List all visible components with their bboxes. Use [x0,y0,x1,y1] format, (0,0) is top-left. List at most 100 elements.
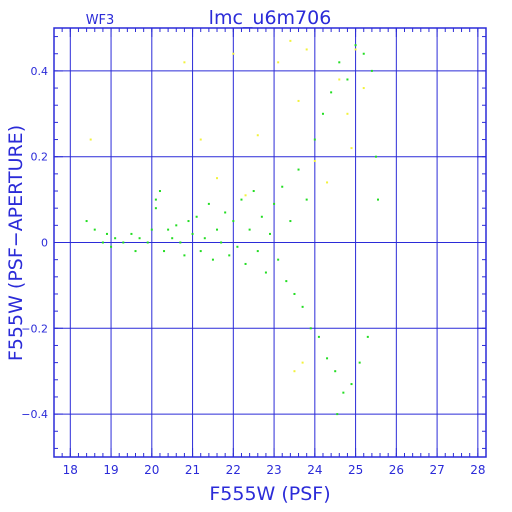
scatter-point [354,44,357,47]
scatter-point [285,280,288,283]
scatter-point [220,241,223,244]
chart-title: lmc_u6m706 [209,7,332,29]
x-tick-label: 24 [307,463,322,477]
scatter-point [293,370,296,373]
scatter-point [216,228,219,231]
scatter-point [199,250,202,253]
y-tick-label: 0.2 [31,151,49,164]
x-tick-label: 27 [429,463,444,477]
chart-subtitle: WF3 [86,13,115,28]
data-points [85,39,379,416]
scatter-point [330,91,333,94]
y-tick-label: 0.4 [31,65,49,78]
scatter-point [260,215,263,218]
scatter-point [313,159,316,162]
scatter-point [85,220,88,223]
tick-marks [53,28,487,457]
grid-lines [54,28,486,457]
scatter-point [150,228,153,231]
scatter-point [289,39,292,42]
scatter-point [101,241,104,244]
scatter-point [248,228,251,231]
scatter-point [305,198,308,201]
scatter-point [211,258,214,261]
scatter-point [134,250,137,253]
scatter-point [191,232,194,235]
y-axis-label: F555W (PSF−APERTURE) [5,125,27,361]
x-tick-label: 22 [226,463,241,477]
scatter-point [146,241,149,244]
scatter-point [138,237,141,240]
y-tick-label: 0 [41,237,48,250]
scatter-point [297,99,300,102]
scatter-point [342,391,345,394]
scatter-point [154,198,157,201]
scatter-point [114,237,117,240]
scatter-point [179,241,182,244]
x-tick-label: 23 [266,463,281,477]
x-tick-label: 20 [144,463,159,477]
scatter-point [377,198,379,201]
x-tick-label: 26 [389,463,404,477]
scatter-point [240,198,243,201]
scatter-point [338,61,341,64]
scatter-point [317,335,320,338]
scatter-point [236,245,239,248]
scatter-point [293,292,296,295]
scatter-point [175,224,178,227]
scatter-point [366,335,369,338]
scatter-point [269,232,271,235]
scatter-point [301,305,304,308]
scatter-point [346,78,349,81]
scatter-point [350,383,353,386]
y-tick-label: −0.4 [21,408,48,421]
scatter-point [163,250,166,253]
scatter-point [199,138,202,141]
scatter-point [277,258,280,261]
scatter-point [289,220,292,223]
scatter-point [321,112,324,115]
scatter-point [358,361,361,364]
scatter-point [89,138,92,141]
scatter-point [273,202,276,205]
scatter-point [362,52,365,55]
scatter-point [252,190,255,193]
scatter-point [232,52,235,55]
scatter-point [195,215,198,218]
scatter-point [187,220,190,223]
scatter-point [305,48,308,51]
scatter-point [346,112,349,115]
scatter-point [256,134,259,137]
scatter-point [326,181,329,184]
scatter-point [183,61,186,64]
scatter-point [154,207,157,210]
scatter-point [338,78,341,81]
scatter-point [309,327,312,330]
scatter-point [256,250,259,253]
scatter-point [216,177,219,180]
scatter-point [277,61,280,64]
scatter-point [228,254,231,257]
scatter-point [183,254,186,257]
scatter-point [158,190,161,193]
scatter-point [93,228,96,231]
scatter-point [374,155,377,158]
scatter-point [313,138,316,141]
scatter-point [244,262,247,265]
scatter-point [297,168,300,171]
scatter-point [122,241,125,244]
x-tick-label: 25 [348,463,363,477]
scatter-point [264,271,267,274]
x-axis-label: F555W (PSF) [209,483,330,505]
scatter-point [354,48,357,51]
scatter-point [232,220,235,223]
scatter-point [130,232,133,235]
scatter-point [281,185,284,188]
scatter-point [167,228,170,231]
scatter-point [326,357,329,360]
scatter-point [334,370,337,373]
scatter-point [110,245,113,248]
scatter-point [244,194,247,197]
scatter-point [171,237,174,240]
